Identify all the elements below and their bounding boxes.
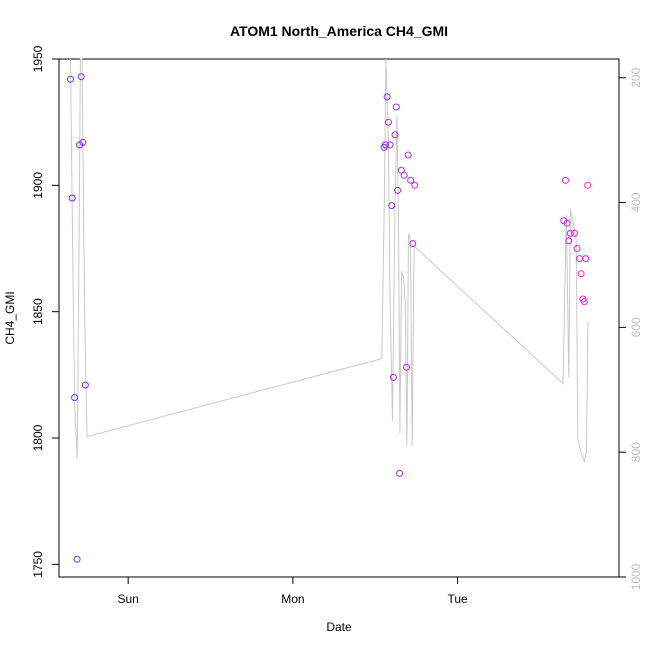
data-point	[79, 138, 87, 146]
x-tick-label: Mon	[281, 592, 304, 606]
data-point	[404, 151, 412, 159]
points-series	[67, 73, 592, 563]
data-point	[386, 141, 394, 149]
x-tick-label: Sun	[117, 592, 138, 606]
data-point	[584, 181, 592, 189]
data-point	[571, 229, 578, 237]
y2-tick-label: 1000	[629, 563, 643, 590]
data-point	[384, 118, 392, 126]
data-point	[381, 141, 389, 149]
data-point	[580, 298, 588, 306]
data-point	[582, 255, 590, 263]
data-point	[577, 270, 585, 278]
series-line	[70, 58, 589, 464]
y2-tick-label: 200	[629, 67, 643, 87]
y-tick-label: 1750	[31, 551, 45, 578]
data-point	[391, 131, 399, 139]
data-point	[565, 237, 573, 245]
x-tick-label: Tue	[447, 592, 468, 606]
y2-tick-label: 800	[629, 442, 643, 462]
y2-tick-label: 400	[629, 192, 643, 212]
x-axis-label: Date	[326, 620, 352, 634]
data-point	[407, 176, 415, 184]
data-point	[400, 171, 408, 179]
plot-frame	[58, 58, 620, 578]
y-axis-left: 1750 1800 1850 1900 1950	[31, 45, 60, 578]
data-point	[389, 373, 397, 381]
y-tick-label: 1850	[31, 298, 45, 325]
data-point	[403, 363, 410, 371]
data-point	[563, 219, 571, 227]
y-axis-right: 200 400 600 800 1000	[618, 67, 643, 590]
data-point	[392, 103, 400, 111]
chart-title: ATOM1 North_America CH4_GMI	[230, 23, 448, 39]
data-point	[411, 181, 419, 189]
y-tick-label: 1950	[31, 45, 45, 72]
data-point	[67, 75, 74, 83]
y-axis-label: CH4_GMI	[3, 291, 17, 344]
data-point	[383, 93, 391, 101]
x-axis: Sun Mon Tue	[117, 576, 468, 606]
y-tick-label: 1800	[31, 424, 45, 451]
y2-tick-label: 600	[629, 317, 643, 337]
data-point	[396, 469, 404, 477]
data-point	[68, 194, 76, 202]
data-point	[77, 73, 85, 81]
data-point	[73, 555, 81, 563]
line-series	[70, 58, 589, 464]
data-point	[81, 381, 89, 389]
data-point	[409, 240, 417, 247]
data-point	[388, 202, 396, 210]
data-point	[566, 229, 574, 237]
data-point	[576, 255, 583, 263]
data-point	[573, 245, 581, 252]
data-point	[394, 186, 402, 194]
y-tick-label: 1900	[31, 172, 45, 199]
data-point	[71, 394, 79, 402]
data-point	[562, 176, 569, 184]
